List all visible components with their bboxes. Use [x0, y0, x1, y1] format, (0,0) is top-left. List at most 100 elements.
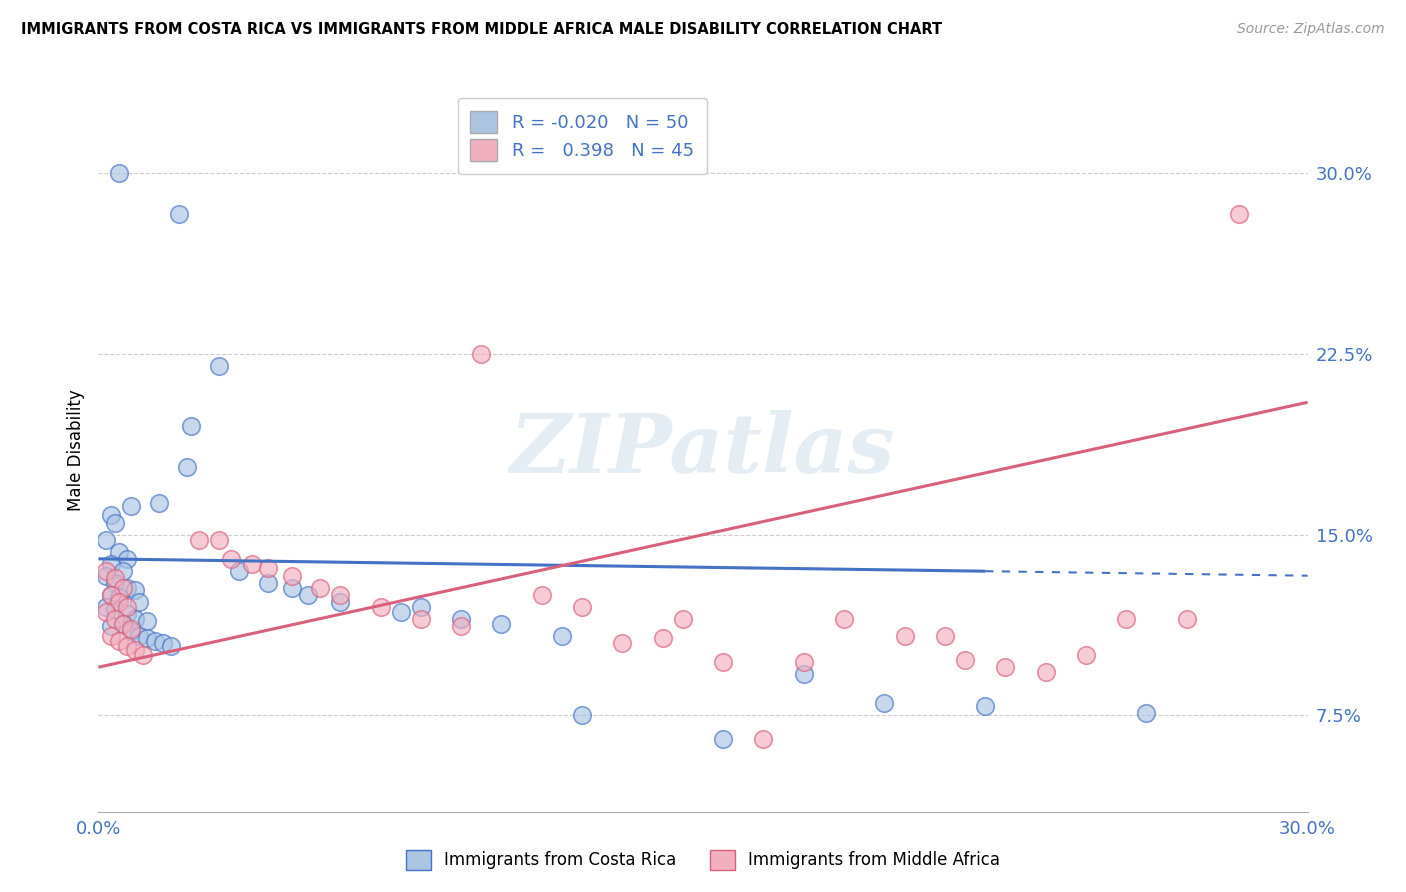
Point — [111, 581, 134, 595]
Point — [974, 698, 997, 713]
Point — [208, 359, 231, 373]
Point — [256, 561, 278, 575]
Point — [111, 616, 134, 631]
Point — [188, 533, 211, 547]
Point — [124, 583, 146, 598]
Point — [103, 612, 125, 626]
Point — [893, 629, 915, 643]
Point — [124, 612, 146, 626]
Point — [240, 557, 263, 571]
Point — [711, 732, 734, 747]
Point — [120, 622, 142, 636]
Point — [100, 619, 122, 633]
Point — [128, 595, 150, 609]
Point — [672, 612, 695, 626]
Point — [450, 619, 472, 633]
Point — [832, 612, 855, 626]
Point — [389, 605, 412, 619]
Point — [107, 166, 129, 180]
Point — [111, 564, 134, 578]
Point — [96, 533, 118, 547]
Point — [180, 419, 202, 434]
Point — [100, 508, 122, 523]
Point — [96, 568, 118, 582]
Point — [107, 591, 129, 605]
Point — [491, 616, 513, 631]
Point — [994, 660, 1017, 674]
Point — [228, 564, 250, 578]
Text: Source: ZipAtlas.com: Source: ZipAtlas.com — [1237, 22, 1385, 37]
Point — [120, 499, 142, 513]
Point — [1135, 706, 1157, 720]
Point — [1035, 665, 1057, 679]
Point — [281, 581, 304, 595]
Legend: Immigrants from Costa Rica, Immigrants from Middle Africa: Immigrants from Costa Rica, Immigrants f… — [399, 843, 1007, 877]
Point — [329, 595, 352, 609]
Point — [221, 551, 243, 566]
Point — [148, 496, 170, 510]
Point — [281, 568, 304, 582]
Point — [128, 629, 150, 643]
Point — [409, 600, 432, 615]
Point — [115, 581, 138, 595]
Point — [124, 643, 146, 657]
Point — [132, 648, 155, 662]
Y-axis label: Male Disability: Male Disability — [66, 390, 84, 511]
Point — [256, 576, 278, 591]
Point — [120, 624, 142, 639]
Point — [409, 612, 432, 626]
Point — [107, 633, 129, 648]
Point — [329, 588, 352, 602]
Point — [1115, 612, 1137, 626]
Point — [100, 588, 122, 602]
Point — [160, 639, 183, 653]
Point — [470, 347, 492, 361]
Point — [115, 607, 138, 622]
Point — [208, 533, 231, 547]
Point — [934, 629, 956, 643]
Point — [752, 732, 775, 747]
Point — [103, 516, 125, 530]
Point — [1227, 207, 1250, 221]
Text: ZIPatlas: ZIPatlas — [510, 410, 896, 491]
Point — [571, 708, 593, 723]
Point — [111, 616, 134, 631]
Point — [96, 600, 118, 615]
Legend: R = -0.020   N = 50, R =   0.398   N = 45: R = -0.020 N = 50, R = 0.398 N = 45 — [457, 98, 707, 174]
Point — [1175, 612, 1198, 626]
Point — [100, 557, 122, 571]
Point — [793, 656, 815, 670]
Point — [100, 629, 122, 643]
Point — [115, 639, 138, 653]
Point — [143, 633, 166, 648]
Point — [152, 636, 174, 650]
Point — [96, 564, 118, 578]
Point — [167, 207, 190, 221]
Point — [103, 602, 125, 616]
Point — [651, 632, 673, 646]
Point — [571, 600, 593, 615]
Point — [135, 632, 157, 646]
Point — [297, 588, 319, 602]
Point — [530, 588, 553, 602]
Point — [953, 653, 976, 667]
Point — [370, 600, 392, 615]
Point — [793, 667, 815, 681]
Point — [103, 571, 125, 585]
Point — [103, 576, 125, 591]
Point — [450, 612, 472, 626]
Point — [107, 595, 129, 609]
Point — [309, 581, 332, 595]
Point — [135, 615, 157, 629]
Point — [100, 588, 122, 602]
Point — [115, 600, 138, 615]
Point — [115, 551, 138, 566]
Text: IMMIGRANTS FROM COSTA RICA VS IMMIGRANTS FROM MIDDLE AFRICA MALE DISABILITY CORR: IMMIGRANTS FROM COSTA RICA VS IMMIGRANTS… — [21, 22, 942, 37]
Point — [711, 656, 734, 670]
Point — [96, 605, 118, 619]
Point — [612, 636, 634, 650]
Point — [873, 696, 896, 710]
Point — [107, 544, 129, 558]
Point — [551, 629, 574, 643]
Point — [1074, 648, 1097, 662]
